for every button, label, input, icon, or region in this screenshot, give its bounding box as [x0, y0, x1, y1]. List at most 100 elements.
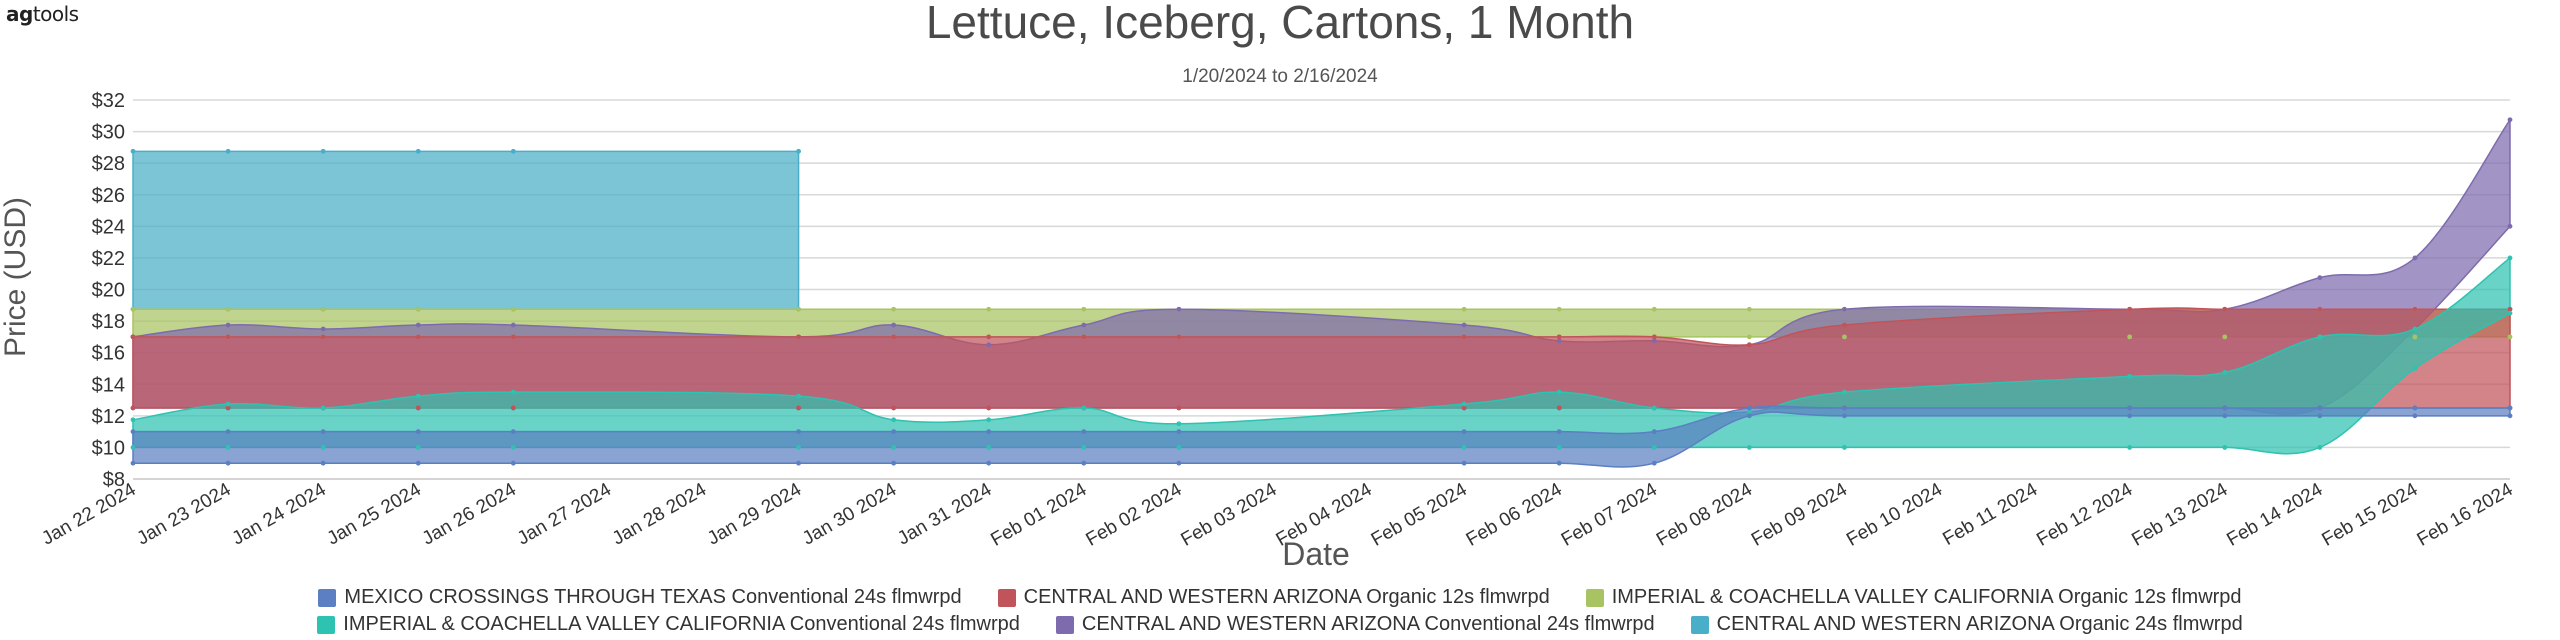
- legend-item[interactable]: IMPERIAL & COACHELLA VALLEY CALIFORNIA C…: [317, 613, 1020, 636]
- data-point-high: [2222, 405, 2228, 411]
- data-point-low: [891, 445, 897, 450]
- data-point-high: [130, 148, 136, 154]
- data-point-high: [891, 322, 897, 328]
- data-point-low: [2127, 413, 2133, 419]
- data-point-low: [1556, 405, 1562, 411]
- y-axis-title: Price (USD): [0, 197, 32, 357]
- data-point-high: [1176, 421, 1182, 427]
- data-point-high: [1746, 405, 1752, 411]
- data-point-low: [510, 405, 516, 411]
- data-point-high: [320, 306, 326, 312]
- data-point-high: [1081, 429, 1087, 435]
- legend-label: IMPERIAL & COACHELLA VALLEY CALIFORNIA C…: [343, 613, 1020, 635]
- data-point-low: [891, 460, 897, 466]
- x-axis-title: Date: [1282, 536, 1350, 572]
- data-point-low: [2222, 334, 2228, 340]
- data-point-high: [225, 148, 231, 154]
- data-point-low: [225, 445, 231, 450]
- y-tick-label: $12: [92, 406, 125, 428]
- data-point-high: [1556, 429, 1562, 435]
- x-tick-label: Feb 02 2024: [1082, 479, 1185, 551]
- y-tick-label: $14: [92, 374, 125, 396]
- legend-swatch: [1585, 588, 1604, 607]
- data-point-high: [986, 429, 992, 435]
- data-point-high: [1081, 322, 1087, 328]
- data-point-high: [1651, 405, 1657, 411]
- legend-label: CENTRAL AND WESTERN ARIZONA Organic 24s …: [1716, 613, 2243, 635]
- data-point-high: [2127, 373, 2133, 379]
- data-point-high: [986, 342, 992, 348]
- y-tick-label: $20: [92, 280, 125, 302]
- data-point-high: [225, 429, 231, 435]
- data-point-high: [510, 389, 516, 395]
- legend-item[interactable]: CENTRAL AND WESTERN ARIZONA Conventional…: [1055, 613, 1655, 636]
- x-tick-label: Feb 14 2024: [2223, 479, 2326, 551]
- data-point-low: [1461, 445, 1467, 450]
- x-tick-label: Feb 09 2024: [1748, 479, 1851, 551]
- x-tick-label: Feb 06 2024: [1463, 479, 1566, 551]
- x-tick-label: Feb 01 2024: [987, 479, 1090, 551]
- legend-item[interactable]: MEXICO CROSSINGS THROUGH TEXAS Conventio…: [318, 586, 962, 609]
- data-point-high: [1651, 338, 1657, 344]
- data-point-high: [130, 334, 136, 340]
- data-point-high: [320, 334, 326, 340]
- x-tick-label: Feb 13 2024: [2128, 479, 2231, 551]
- series-area: [132, 150, 800, 310]
- data-point-high: [2317, 334, 2323, 340]
- data-point-low: [1746, 334, 1752, 340]
- data-point-high: [1651, 429, 1657, 435]
- legend-item[interactable]: CENTRAL AND WESTERN ARIZONA Organic 24s …: [1690, 613, 2243, 636]
- data-point-high: [320, 326, 326, 332]
- data-point-low: [986, 460, 992, 466]
- y-tick-label: $22: [92, 248, 125, 270]
- series-areas: [132, 117, 2511, 468]
- data-point-low: [2507, 413, 2513, 419]
- data-point-high: [796, 148, 801, 154]
- x-tick-label: Jan 26 2024: [419, 479, 520, 550]
- data-point-low: [1461, 460, 1467, 466]
- y-tick-label: $8: [103, 469, 125, 491]
- y-axis: $8 $10 $12 $14 $16 $18 $20 $22 $24 $26 $28 $30 $32: [92, 90, 125, 491]
- legend-item[interactable]: IMPERIAL & COACHELLA VALLEY CALIFORNIA O…: [1585, 586, 2242, 609]
- data-point-high: [1176, 306, 1182, 312]
- legend-swatch: [318, 588, 337, 607]
- data-point-high: [1556, 306, 1562, 312]
- data-point-low: [1842, 413, 1847, 419]
- data-point-high: [2317, 306, 2323, 312]
- data-point-high: [130, 306, 136, 312]
- data-point-low: [1081, 445, 1087, 450]
- data-point-low: [1746, 413, 1752, 419]
- data-point-high: [1556, 389, 1562, 395]
- data-point-high: [320, 429, 326, 435]
- data-point-low: [415, 445, 421, 450]
- x-tick-label: Jan 31 2024: [894, 479, 995, 550]
- legend-label: CENTRAL AND WESTERN ARIZONA Conventional…: [1081, 613, 1655, 635]
- data-point-high: [225, 322, 231, 328]
- data-point-high: [1842, 322, 1847, 328]
- data-point-low: [796, 460, 801, 466]
- legend-label: IMPERIAL & COACHELLA VALLEY CALIFORNIA O…: [1611, 586, 2242, 608]
- data-point-high: [2222, 306, 2228, 312]
- data-point-high: [2412, 405, 2418, 411]
- data-point-low: [2127, 445, 2133, 450]
- data-point-high: [1081, 334, 1087, 340]
- data-point-high: [320, 148, 326, 154]
- data-point-high: [320, 405, 326, 411]
- data-point-high: [415, 322, 421, 328]
- data-point-high: [130, 417, 136, 423]
- data-point-high: [510, 429, 516, 435]
- legend-item[interactable]: CENTRAL AND WESTERN ARIZONA Organic 12s …: [997, 586, 1550, 609]
- data-point-low: [415, 460, 421, 466]
- y-tick-label: $24: [92, 216, 125, 238]
- data-point-high: [1176, 334, 1182, 340]
- chart: Lettuce, Iceberg, Cartons, 1 Month 1/20/…: [0, 0, 2517, 572]
- data-point-high: [1081, 306, 1087, 312]
- chart-title: Lettuce, Iceberg, Cartons, 1 Month: [926, 0, 1634, 48]
- data-point-high: [1842, 389, 1847, 395]
- data-point-high: [796, 393, 801, 399]
- data-point-high: [2412, 306, 2418, 312]
- x-tick-label: Feb 11 2024: [1939, 479, 2041, 550]
- legend-row: MEXICO CROSSINGS THROUGH TEXAS Conventio…: [318, 586, 2242, 609]
- y-tick-label: $26: [92, 185, 125, 207]
- data-point-high: [1556, 338, 1562, 344]
